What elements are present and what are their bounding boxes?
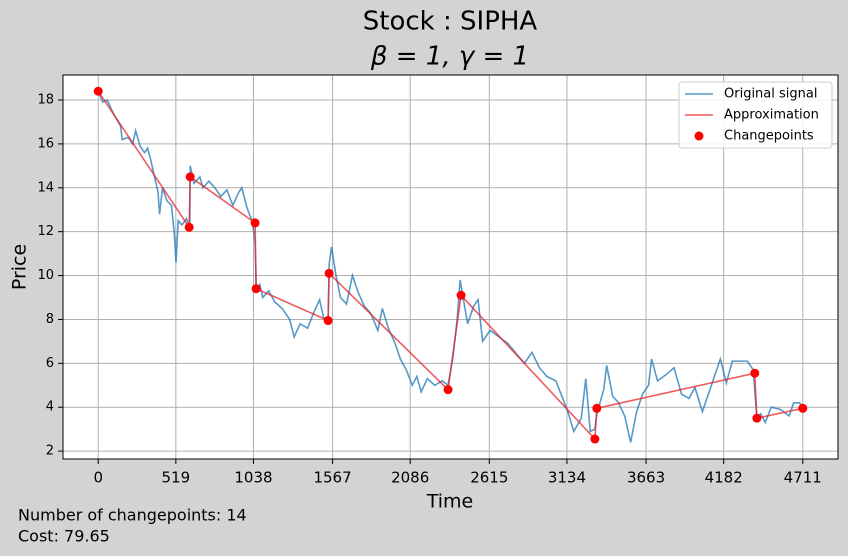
changepoint bbox=[752, 413, 762, 423]
y-tick-label: 14 bbox=[37, 180, 54, 195]
annotation: Cost: 79.65 bbox=[18, 527, 110, 546]
x-tick-label: 1567 bbox=[313, 469, 351, 487]
y-tick-label: 6 bbox=[46, 356, 54, 371]
x-tick-label: 2086 bbox=[391, 469, 429, 487]
legend-box bbox=[678, 81, 833, 149]
chart-title: Stock : SIPHA bbox=[363, 7, 538, 37]
changepoint bbox=[250, 218, 260, 228]
changepoint bbox=[750, 368, 760, 378]
changepoint bbox=[592, 403, 602, 413]
x-tick-label: 2615 bbox=[470, 469, 508, 487]
changepoint bbox=[443, 385, 453, 395]
line-series bbox=[97, 90, 804, 443]
changepoint bbox=[798, 403, 808, 413]
legend: Original signal Approximation Changepoints bbox=[678, 81, 833, 149]
chart-subtitle: β = 1, γ = 1 bbox=[370, 42, 529, 72]
x-tick-label: 1038 bbox=[234, 469, 272, 487]
y-tick-label: 16 bbox=[37, 136, 54, 151]
changepoint bbox=[93, 86, 103, 96]
y-tick-label: 4 bbox=[46, 400, 54, 415]
legend-label: Changepoints bbox=[724, 129, 814, 144]
annotation: Number of changepoints: 14 bbox=[18, 506, 247, 525]
legend-marker bbox=[694, 131, 704, 141]
y-tick-label: 2 bbox=[46, 444, 54, 459]
x-tick-label: 3663 bbox=[627, 469, 665, 487]
legend-label: Original signal bbox=[724, 87, 817, 102]
changepoint bbox=[456, 290, 466, 300]
changepoint bbox=[184, 222, 194, 232]
changepoint bbox=[323, 316, 333, 326]
y-tick-label: 18 bbox=[37, 93, 54, 108]
changepoint bbox=[324, 268, 334, 278]
y-axis-label: Price bbox=[9, 244, 31, 290]
legend-label: Approximation bbox=[724, 108, 819, 123]
y-tick-label: 10 bbox=[37, 268, 54, 283]
changepoint bbox=[251, 284, 261, 294]
changepoint bbox=[590, 434, 600, 444]
y-tick-label: 12 bbox=[37, 224, 54, 239]
x-tick-label: 0 bbox=[93, 469, 103, 487]
plot-frame bbox=[62, 74, 839, 460]
x-tick-label: 4711 bbox=[784, 469, 822, 487]
x-tick-label: 3134 bbox=[548, 469, 586, 487]
changepoint bbox=[185, 172, 195, 182]
x-axis-label: Time bbox=[426, 491, 474, 513]
y-tick-label: 8 bbox=[46, 312, 54, 327]
line-series bbox=[97, 90, 803, 441]
x-tick-label: 519 bbox=[162, 469, 191, 487]
x-tick-label: 4182 bbox=[705, 469, 743, 487]
